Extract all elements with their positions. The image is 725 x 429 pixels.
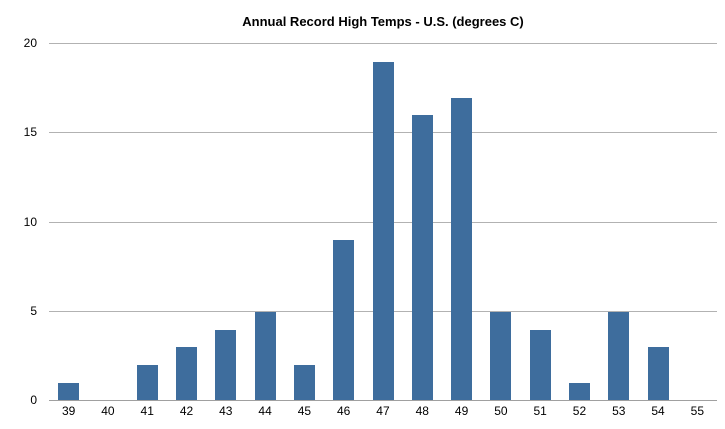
y-tick-label: 20 <box>23 36 37 50</box>
x-tick-label: 55 <box>690 404 705 418</box>
x-tick-label: 49 <box>454 404 469 418</box>
bar-51 <box>529 330 551 401</box>
y-tick-label: 10 <box>23 214 37 229</box>
gridline-20 <box>49 43 717 44</box>
x-tick-label: 43 <box>219 404 233 418</box>
bar-52 <box>568 383 590 401</box>
bar-45 <box>293 365 315 401</box>
x-tick-label: 44 <box>258 404 272 418</box>
bar-49 <box>451 98 473 401</box>
bar-54 <box>647 347 669 401</box>
y-tick-label: 5 <box>30 303 37 318</box>
bar-41 <box>136 365 158 401</box>
bar-46 <box>333 240 355 401</box>
x-tick-label: 42 <box>179 404 194 418</box>
x-tick-label: 51 <box>533 404 547 418</box>
x-tick-label: 40 <box>101 404 115 418</box>
x-tick-label: 41 <box>140 404 154 418</box>
x-tick-label: 39 <box>61 404 76 418</box>
chart-title: Annual Record High Temps - U.S. (degrees… <box>242 14 524 29</box>
x-tick-label: 53 <box>612 404 626 418</box>
x-axis-line <box>49 400 717 401</box>
x-tick-label: 48 <box>415 404 429 418</box>
y-tick-label: 0 <box>30 393 37 407</box>
x-tick-label: 45 <box>297 404 312 418</box>
bar-43 <box>215 330 237 401</box>
y-tick-label: 15 <box>23 125 37 140</box>
x-tick-label: 50 <box>494 404 508 418</box>
bar-39 <box>58 383 80 401</box>
bar-47 <box>372 62 394 401</box>
x-tick-label: 47 <box>376 404 390 418</box>
x-tick-label: 52 <box>572 404 587 418</box>
bar-48 <box>411 115 433 401</box>
plot-area <box>49 43 717 401</box>
x-tick-label: 46 <box>337 404 351 418</box>
bar-53 <box>608 312 630 401</box>
bar-44 <box>254 312 276 401</box>
bar-50 <box>490 312 512 401</box>
bar-42 <box>176 347 198 401</box>
x-tick-label: 54 <box>651 404 665 418</box>
